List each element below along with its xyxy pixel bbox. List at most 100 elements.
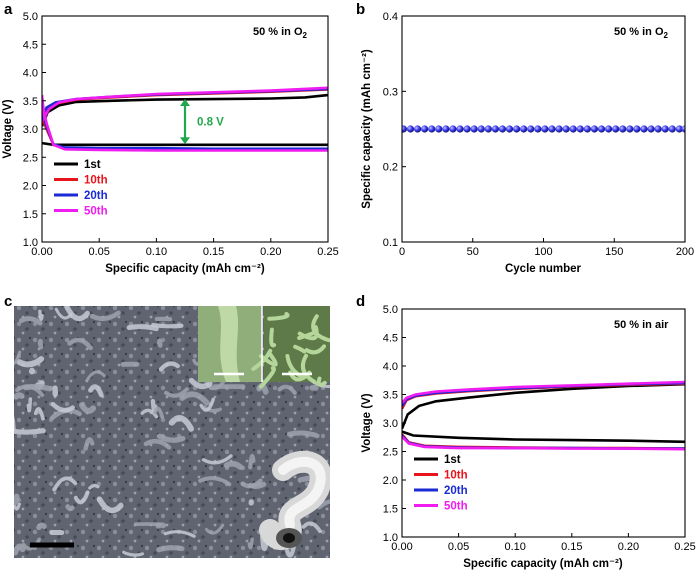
chart-d-xtick-label: 0.25	[674, 541, 695, 553]
chart-a-xtick-label: 0.05	[88, 246, 109, 258]
panel-letter-c: c	[4, 293, 12, 310]
series-50th-discharge-line	[42, 100, 328, 152]
chart-d-ytick-label: 2.0	[383, 475, 398, 487]
chart-d-xtick-label: 0.10	[504, 541, 525, 553]
chart-d-xtick-label: 0.05	[448, 541, 469, 553]
chart-b-xtick-label: 200	[676, 246, 694, 258]
legend-label-1st: 1st	[444, 454, 461, 466]
capacity-point	[442, 125, 450, 133]
capacity-point	[612, 125, 620, 133]
chart-b-ytick-label: 0.4	[383, 11, 398, 23]
legend-label-20th: 20th	[444, 485, 468, 497]
chart-a-ytick-label: 4.0	[23, 68, 38, 80]
capacity-point	[484, 125, 492, 133]
series-50th-charge-line	[42, 86, 328, 123]
legend-label-10th: 10th	[444, 470, 468, 482]
chart-a-xtick-label: 0.20	[260, 246, 281, 258]
chart-a-ylabel: Voltage (V)	[2, 99, 14, 158]
series-1st-charge-line	[42, 93, 328, 127]
capacity-point	[576, 125, 584, 133]
voltage-gap-label: 0.8 V	[197, 117, 224, 129]
chart-b-xlabel: Cycle number	[505, 263, 582, 275]
capacity-point	[640, 125, 648, 133]
capacity-point	[402, 125, 408, 133]
capacity-point	[470, 125, 478, 133]
chart-d-ytick-label: 1.0	[383, 532, 398, 544]
chart-a-ytick-label: 5.0	[23, 11, 38, 23]
chart-a-ytick-label: 3.0	[23, 124, 38, 136]
capacity-point	[661, 125, 669, 133]
chart-b-xtick-label: 50	[467, 246, 479, 258]
chart-d-ytick-label: 2.5	[383, 447, 398, 459]
capacity-point	[681, 125, 685, 133]
chart-a-ytick-label: 4.5	[23, 39, 38, 51]
chart-d-xtick-label: 0.15	[561, 541, 582, 553]
capacity-point	[463, 125, 471, 133]
legend-label-50th: 50th	[444, 501, 468, 513]
chart-b: 0 50 100 150 200 0.1 0.2 0.3 0.4 50 % in O2 Cycl…	[361, 11, 694, 275]
capacity-point	[604, 125, 613, 133]
capacity-point	[435, 125, 443, 133]
capacity-point	[619, 125, 627, 133]
chart-d-annotation: 50 % in air	[614, 319, 669, 331]
panel-letter-a: a	[4, 1, 13, 18]
capacity-point	[421, 125, 429, 133]
capacity-point	[449, 125, 457, 133]
chart-a-annotation: 50 % in O2	[253, 26, 308, 40]
chart-d-xtick-label: 0.00	[391, 541, 412, 553]
chart-d-ytick-label: 4.0	[383, 361, 398, 373]
capacity-point	[675, 125, 683, 133]
chart-b-annotation: 50 % in O2	[614, 26, 669, 40]
capacity-point	[541, 125, 549, 133]
chart-a-xlabel: Specific capacity (mAh cm⁻²)	[105, 263, 265, 275]
chart-a-ytick-label: 3.5	[23, 96, 38, 108]
chart-a: 0.00 0.05 0.10 0.15 0.20 0.25 1.0 1.5 2.0 2.5 3.0 3…	[2, 11, 339, 275]
capacity-point	[597, 125, 606, 133]
capacity-point	[562, 125, 570, 133]
chart-d-xlabel: Specific capacity (mAh cm⁻²)	[463, 558, 623, 570]
capacity-point	[477, 125, 485, 133]
capacity-point	[520, 125, 528, 133]
chart-b-xtick-label: 100	[534, 246, 552, 258]
chart-a-xtick-label: 0.25	[317, 246, 338, 258]
chart-d-ytick-label: 4.5	[383, 333, 398, 345]
sem-inset-left-fiber	[218, 306, 240, 382]
capacity-point	[413, 125, 422, 133]
capacity-point	[626, 125, 634, 133]
capacity-point	[569, 125, 577, 133]
chart-d: 0.00 0.05 0.10 0.15 0.20 0.25 1.0 1.5 2.0 2.5 3.0 3…	[361, 304, 696, 570]
capacity-point	[527, 125, 535, 133]
chart-a-xtick-label: 0.00	[31, 246, 52, 258]
voltage-gap-arrowhead-top	[180, 99, 190, 107]
chart-a-xtick-label: 0.15	[203, 246, 224, 258]
capacity-point	[647, 125, 655, 133]
capacity-point	[590, 125, 599, 133]
capacity-point	[583, 125, 591, 133]
legend-label-10th: 10th	[84, 175, 108, 187]
capacity-point	[534, 125, 542, 133]
series-1st-discharge-line	[402, 430, 685, 444]
chart-a-ytick-label: 1.0	[23, 237, 38, 249]
tube-illustration	[259, 450, 330, 550]
chart-d-ytick-label: 3.5	[383, 390, 398, 402]
legend-label-20th: 20th	[84, 190, 108, 202]
chart-d-xtick-label: 0.20	[618, 541, 639, 553]
capacity-point	[548, 125, 556, 133]
capacity-point	[406, 125, 415, 133]
series-50th-discharge-line	[402, 435, 685, 451]
panel-letter-b: b	[356, 1, 365, 18]
capacity-point	[505, 125, 514, 133]
panel-letter-d: d	[356, 293, 365, 310]
chart-b-ytick-label: 0.2	[383, 162, 398, 174]
chart-d-ytick-label: 1.5	[383, 504, 398, 516]
chart-d-ylabel: Voltage (V)	[361, 393, 373, 452]
capacity-point	[498, 125, 507, 133]
legend-label-50th: 50th	[84, 206, 108, 218]
capacity-point	[456, 125, 464, 133]
chart-b-xtick-label: 150	[605, 246, 623, 258]
chart-a-ytick-label: 2.5	[23, 152, 38, 164]
capacity-point	[633, 125, 641, 133]
chart-b-xtick-label: 0	[399, 246, 405, 258]
chart-d-ytick-label: 5.0	[383, 304, 398, 316]
